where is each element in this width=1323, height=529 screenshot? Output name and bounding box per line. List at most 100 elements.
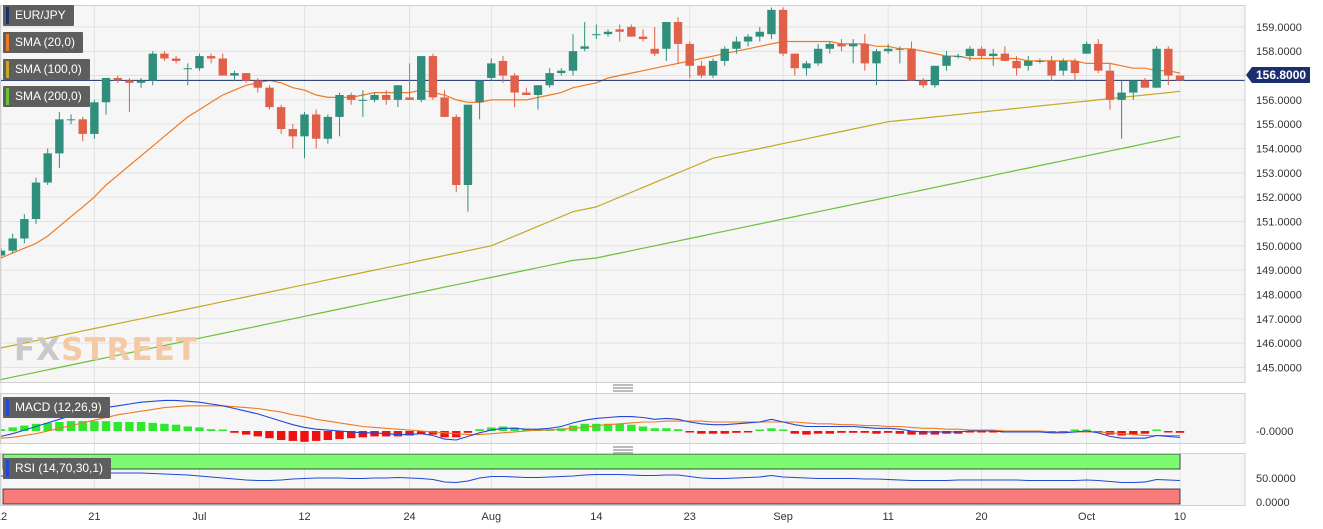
macd-histogram-bar bbox=[767, 428, 776, 431]
candle-body bbox=[218, 58, 227, 76]
candle-body bbox=[662, 22, 671, 49]
legend-rsi[interactable]: RSI (14,70,30,1) bbox=[3, 458, 112, 479]
candle-body bbox=[20, 219, 29, 239]
candle-bullish bbox=[533, 85, 543, 110]
candle-body bbox=[510, 75, 519, 93]
y-tick-label: 153.0000 bbox=[1256, 168, 1302, 180]
macd-histogram-bar bbox=[825, 431, 835, 434]
candle-bearish bbox=[405, 63, 414, 100]
candle-bullish bbox=[662, 22, 671, 61]
macd-histogram-bar bbox=[487, 427, 496, 431]
macd-histogram-bar bbox=[90, 421, 99, 431]
candle-bearish bbox=[1070, 58, 1080, 81]
legend-sma-100[interactable]: SMA (100,0) bbox=[3, 59, 90, 80]
macd-histogram-bar bbox=[171, 424, 181, 431]
candle-bullish bbox=[1059, 58, 1068, 76]
macd-histogram-bar bbox=[20, 425, 29, 431]
candle-bearish bbox=[790, 53, 799, 76]
candle-bearish bbox=[1175, 75, 1185, 81]
candle-bullish bbox=[20, 214, 29, 244]
candle-body bbox=[31, 182, 41, 220]
candle-body bbox=[311, 114, 321, 139]
candle-body bbox=[452, 116, 461, 185]
candle-body bbox=[335, 94, 344, 117]
candle-body bbox=[1152, 48, 1161, 88]
macd-histogram-bar bbox=[650, 428, 659, 431]
candle-bullish bbox=[767, 7, 776, 40]
candle-body bbox=[148, 53, 157, 81]
candle-body bbox=[872, 51, 881, 64]
candle-body bbox=[276, 107, 286, 130]
candle-body bbox=[323, 116, 333, 139]
panel-resize-handle[interactable] bbox=[613, 446, 633, 454]
legend-swatch bbox=[6, 88, 9, 105]
legend-sma-20[interactable]: SMA (20,0) bbox=[3, 32, 84, 53]
rsi-y-tick-label: 50.0000 bbox=[1256, 473, 1296, 485]
candle-bearish bbox=[860, 34, 870, 71]
macd-histogram-bar bbox=[662, 428, 671, 431]
panel-resize-handle[interactable] bbox=[613, 384, 633, 392]
legend-macd[interactable]: MACD (12,26,9) bbox=[3, 397, 110, 418]
candle-body bbox=[1129, 80, 1138, 93]
sma-20-line bbox=[0, 40, 1181, 259]
main-panel-bg bbox=[0, 5, 1245, 382]
macd-histogram-bar bbox=[160, 423, 169, 431]
candle-body bbox=[825, 43, 835, 49]
macd-panel-frame bbox=[0, 393, 1246, 444]
candle-body bbox=[195, 56, 204, 69]
y-tick-label: 146.0000 bbox=[1256, 338, 1302, 350]
x-tick-label: Jul bbox=[192, 511, 206, 523]
candle-body bbox=[125, 80, 134, 83]
candle-body bbox=[440, 97, 449, 117]
candle-bullish bbox=[1082, 41, 1091, 54]
legend-sma-200[interactable]: SMA (200,0) bbox=[3, 86, 90, 107]
legend-label: SMA (20,0) bbox=[15, 35, 76, 49]
candle-body bbox=[66, 119, 76, 121]
x-tick-label: Aug bbox=[481, 511, 501, 523]
sma-layer bbox=[0, 40, 1245, 381]
candle-bearish bbox=[1105, 63, 1115, 110]
candle-body bbox=[463, 104, 473, 185]
last-price-tag: 156.8000 bbox=[1245, 67, 1311, 83]
macd-histogram-bar bbox=[230, 431, 239, 433]
candle-bullish bbox=[895, 46, 905, 64]
macd-histogram-bar bbox=[346, 431, 356, 439]
macd-histogram-bar bbox=[1070, 429, 1080, 431]
macd-histogram-bar bbox=[860, 431, 870, 433]
candle-bearish bbox=[311, 109, 321, 149]
macd-histogram-bar bbox=[125, 422, 134, 431]
legend-eurjpy[interactable]: EUR/JPY bbox=[3, 5, 74, 26]
candle-bullish bbox=[954, 53, 963, 59]
legend-label: MACD (12,26,9) bbox=[15, 400, 102, 414]
grid-layer bbox=[0, 5, 1245, 505]
main-panel-frame bbox=[0, 5, 1246, 383]
x-tick-label: 10 bbox=[1174, 511, 1186, 523]
candle-body bbox=[522, 92, 531, 95]
candle-body bbox=[346, 94, 356, 100]
candle-bearish bbox=[778, 7, 788, 57]
candle-bullish bbox=[195, 53, 204, 71]
x-tick-label: 12 bbox=[298, 511, 310, 523]
candle-body bbox=[160, 53, 169, 59]
candle-body bbox=[732, 41, 741, 49]
macd-histogram-bar bbox=[463, 431, 473, 433]
candle-bullish bbox=[720, 46, 729, 66]
macd-histogram-bar bbox=[522, 429, 531, 431]
x-tick-label: 12 bbox=[0, 511, 7, 523]
candle-bearish bbox=[685, 41, 694, 78]
candle-bullish bbox=[755, 26, 764, 42]
candle-body bbox=[370, 94, 379, 100]
candle-body bbox=[90, 102, 99, 134]
candle-body bbox=[1000, 53, 1010, 61]
candle-body bbox=[930, 65, 940, 86]
candle-body bbox=[428, 56, 438, 98]
macd-histogram-bar bbox=[206, 429, 216, 431]
candle-body bbox=[183, 68, 192, 70]
x-tick-label: 14 bbox=[590, 511, 602, 523]
x-tick-label: 21 bbox=[88, 511, 100, 523]
candle-bullish bbox=[568, 34, 578, 76]
macd-histogram-bar bbox=[1152, 429, 1161, 431]
candle-body bbox=[942, 56, 951, 66]
macd-histogram-bar bbox=[627, 424, 636, 431]
candle-bullish bbox=[942, 51, 951, 71]
